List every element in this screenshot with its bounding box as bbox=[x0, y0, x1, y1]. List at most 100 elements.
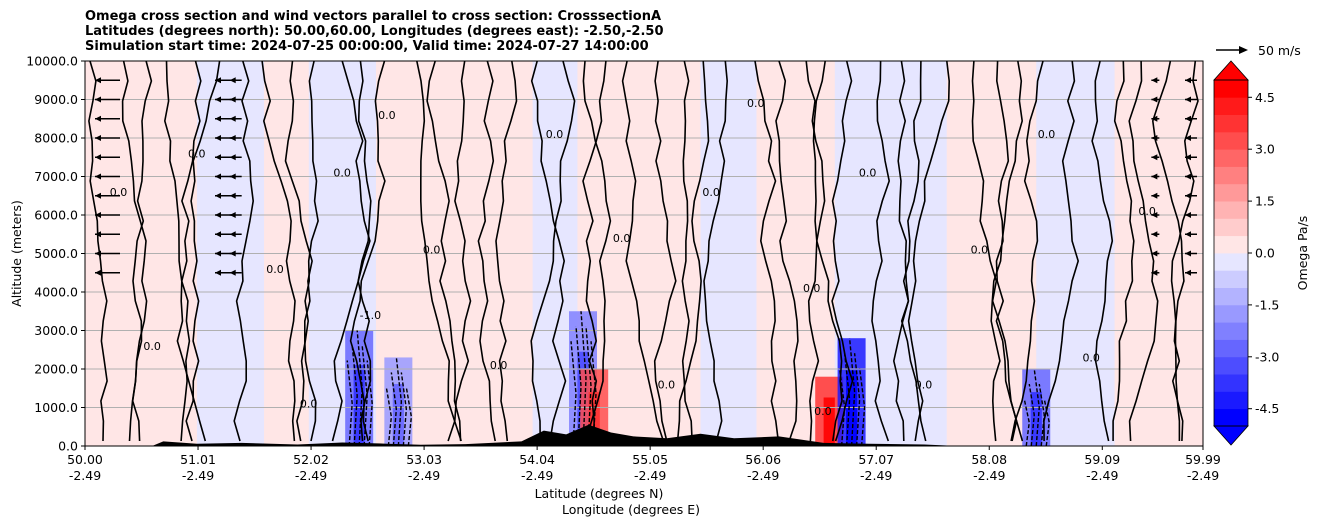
wind-vector-head bbox=[95, 212, 101, 218]
colorbar-segment bbox=[1214, 339, 1248, 358]
plot-area: 0.0 0.0 0.0 0.0 0.0 0.0 0.0 0.0 0.0 0.0 0.0 0.0 0.0 0… bbox=[85, 61, 1203, 446]
wind-vector-head bbox=[1151, 250, 1158, 257]
colorbar-tick-label: -1.5 bbox=[1255, 297, 1279, 312]
wind-vector-head bbox=[215, 269, 221, 276]
contour-line bbox=[495, 61, 518, 442]
contour-label: 0.0 bbox=[423, 244, 441, 257]
wind-vector-head bbox=[215, 96, 221, 103]
chart-title: Omega cross section and wind vectors par… bbox=[85, 9, 664, 54]
x-tick-label-longitude: -2.49 bbox=[1187, 468, 1219, 483]
wind-vector-head bbox=[215, 231, 221, 238]
wind-vector-head bbox=[229, 154, 236, 161]
wind-vector-head bbox=[1185, 115, 1191, 122]
contour-line-negative bbox=[351, 345, 358, 446]
colorbar-tick-label: 1.5 bbox=[1255, 194, 1275, 209]
contour-line-negative bbox=[395, 357, 403, 446]
x-tick-label-longitude: -2.49 bbox=[973, 468, 1005, 483]
contour-line-negative bbox=[1043, 398, 1050, 446]
vector-key-arrowhead bbox=[1239, 46, 1248, 54]
wind-vector-head bbox=[95, 96, 101, 103]
contour-label: 0.0 bbox=[658, 378, 676, 391]
wind-vector-head bbox=[229, 115, 236, 122]
x-axis-label-longitude: Longitude (degrees E) bbox=[562, 502, 700, 517]
contour-line bbox=[1091, 61, 1114, 442]
contour-line-negative bbox=[400, 372, 408, 446]
y-tick-label: 5000.0 bbox=[34, 246, 78, 261]
contour-label: 0.0 bbox=[613, 232, 631, 245]
x-tick-label-latitude: 54.04 bbox=[519, 452, 555, 467]
contour-line bbox=[681, 61, 693, 442]
wind-vector-head bbox=[1151, 269, 1158, 276]
y-tick-label: 8000.0 bbox=[34, 131, 78, 146]
contour-line bbox=[88, 61, 108, 442]
wind-vector-head bbox=[229, 135, 236, 141]
contour-line bbox=[1170, 61, 1199, 442]
y-tick-label: 7000.0 bbox=[34, 169, 78, 184]
contour-line bbox=[892, 61, 910, 442]
contour-line bbox=[1128, 61, 1159, 442]
x-tick-label-longitude: -2.49 bbox=[1086, 468, 1118, 483]
colorbar-tick-label: 4.5 bbox=[1255, 90, 1275, 105]
contour-line bbox=[831, 61, 854, 442]
colorbar-extend-max bbox=[1213, 60, 1249, 81]
wind-vector-head bbox=[1151, 192, 1158, 199]
contour-line bbox=[331, 61, 371, 442]
y-tick-label: 0.0 bbox=[58, 439, 78, 454]
wind-vector-head bbox=[95, 250, 101, 257]
omega-feature-core bbox=[823, 397, 835, 446]
colorbar-segment bbox=[1214, 131, 1248, 150]
wind-vector-head bbox=[1151, 231, 1158, 238]
colorbar-segment bbox=[1214, 356, 1248, 375]
contour-label: 0.0 bbox=[266, 263, 284, 276]
contour-line-negative bbox=[346, 360, 353, 446]
contour-line bbox=[1010, 61, 1044, 442]
x-axis-label-latitude: Latitude (degrees N) bbox=[535, 486, 664, 501]
contour-line-negative bbox=[366, 360, 373, 446]
contour-label: 0.0 bbox=[490, 359, 508, 372]
colorbar-segment bbox=[1214, 408, 1248, 427]
contour-label: 0.0 bbox=[702, 186, 720, 199]
vector-key-label: 50 m/s bbox=[1258, 43, 1301, 58]
wind-vector-head bbox=[229, 250, 236, 257]
colorbar-segment bbox=[1214, 149, 1248, 167]
wind-vector-head bbox=[1185, 154, 1191, 161]
colorbar-segment bbox=[1214, 270, 1248, 288]
contour-line-negative bbox=[858, 368, 866, 446]
contour-line bbox=[805, 61, 826, 442]
contour-line-negative bbox=[1023, 398, 1030, 446]
wind-vector-head bbox=[1185, 212, 1191, 218]
contour-label: 0.0 bbox=[333, 167, 351, 180]
wind-vector-head bbox=[215, 250, 221, 257]
contour-label: 0.0 bbox=[378, 109, 396, 122]
contour-label: 0.0 bbox=[546, 128, 564, 141]
contour-line bbox=[754, 61, 780, 442]
colorbar-segment bbox=[1214, 391, 1248, 410]
colorbar-tick-label: 0.0 bbox=[1255, 246, 1275, 261]
contour-line bbox=[284, 61, 317, 442]
wind-vector-head bbox=[215, 212, 221, 218]
colorbar-segment bbox=[1214, 235, 1248, 254]
y-tick-label: 10000.0 bbox=[26, 54, 78, 69]
plot-content: 0.0 0.0 0.0 0.0 0.0 0.0 0.0 0.0 0.0 0.0 0.0 0.0 0.0 0… bbox=[85, 61, 1203, 446]
contour-line bbox=[416, 61, 462, 442]
colorbar-tick-label: 3.0 bbox=[1255, 142, 1275, 157]
contour-line-negative bbox=[838, 368, 846, 446]
x-tick-label-longitude: -2.49 bbox=[521, 468, 553, 483]
title-line-1: Omega cross section and wind vectors par… bbox=[85, 9, 662, 24]
x-tick-label-latitude: 57.07 bbox=[858, 452, 894, 467]
y-axis-label: Altitude (meters) bbox=[9, 200, 24, 307]
colorbar-segment bbox=[1214, 80, 1248, 98]
contour-line bbox=[296, 61, 319, 442]
contour-line-negative bbox=[1033, 368, 1040, 446]
x-axis: 50.00-2.4951.01-2.4952.02-2.4953.03-2.49… bbox=[67, 446, 1221, 483]
contour-line-negative bbox=[356, 330, 363, 446]
title-line-3: Simulation start time: 2024-07-25 00:00:… bbox=[85, 39, 649, 54]
contour-line bbox=[995, 61, 1024, 442]
colorbar-segment bbox=[1214, 253, 1248, 271]
contour-line bbox=[176, 61, 207, 442]
contour-line bbox=[530, 61, 567, 442]
contour-line-negative bbox=[853, 353, 861, 446]
y-axis: 0.0 1000.0 2000.0 3000.0 4000.0 5000.0 6000.0 7… bbox=[26, 54, 85, 454]
colorbar-segment bbox=[1214, 114, 1248, 133]
